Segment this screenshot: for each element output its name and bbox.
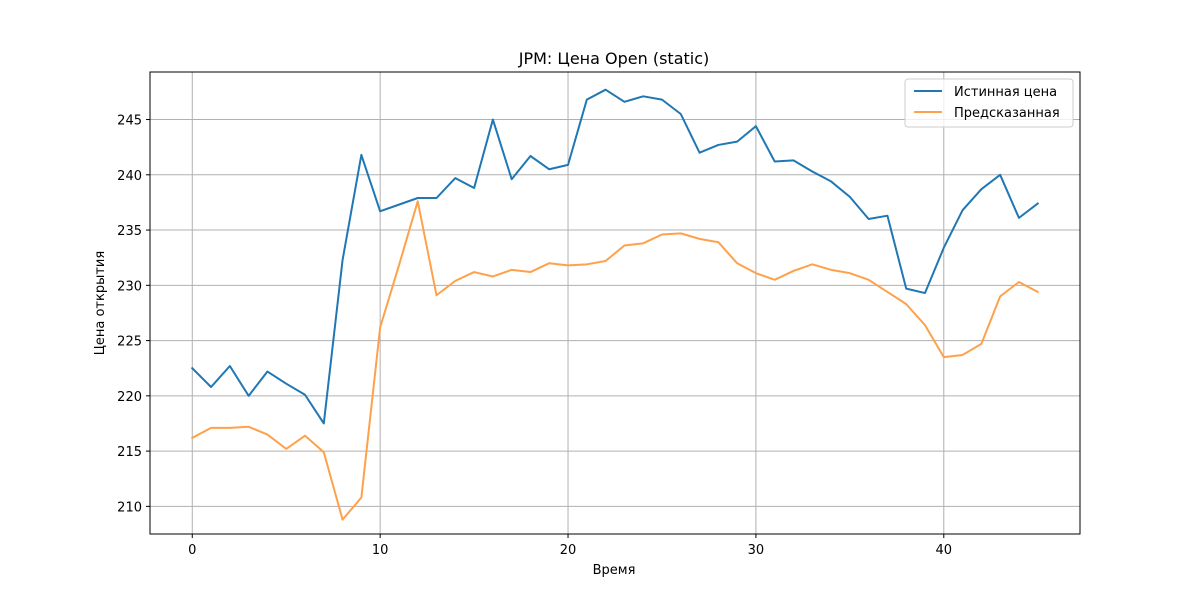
y-tick-label: 235 — [117, 224, 142, 239]
x-tick-label: 20 — [560, 543, 577, 558]
y-tick-label: 225 — [117, 335, 142, 350]
y-tick-label: 210 — [117, 500, 142, 515]
grid — [150, 72, 1080, 534]
y-tick-label: 215 — [117, 445, 142, 460]
x-tick-label: 10 — [372, 543, 389, 558]
series-line-0 — [190, 88, 1040, 425]
y-tick-label: 240 — [117, 169, 142, 184]
x-tick-label: 0 — [188, 543, 196, 558]
series-line-1 — [190, 200, 1040, 521]
y-axis-title: Цена открытия — [93, 251, 108, 355]
x-axis-title: Время — [593, 563, 636, 578]
y-tick-label: 230 — [117, 279, 142, 294]
y-tick-label: 220 — [117, 390, 142, 405]
x-tick-label: 30 — [748, 543, 765, 558]
legend-label-true-price: Истинная цена — [954, 85, 1057, 100]
legend-label-predicted: Предсказанная — [954, 106, 1060, 121]
legend-box — [904, 78, 1074, 128]
legend: Истинная цена Предсказанная — [904, 78, 1074, 128]
series-lines — [190, 88, 1040, 521]
x-axis-ticks: 0 10 20 30 40 — [188, 534, 952, 558]
chart-title: JPM: Цена Open (static) — [518, 49, 710, 68]
y-axis-ticks: 210 215 220 225 230 235 240 245 — [117, 114, 150, 515]
y-tick-label: 245 — [117, 114, 142, 129]
plot-frame — [149, 71, 1081, 535]
x-tick-label: 40 — [936, 543, 953, 558]
